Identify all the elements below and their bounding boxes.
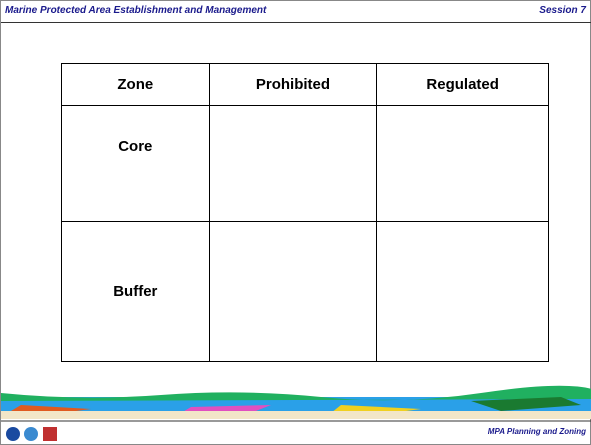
footer-text: MPA Planning and Zoning (487, 427, 586, 436)
header-rule (1, 22, 591, 23)
column-header: Prohibited (208, 63, 378, 106)
sand (1, 411, 591, 419)
zone-table: Zone Prohibited Regulated Core Buffer (61, 63, 549, 362)
logos (6, 427, 57, 441)
empty-cell (376, 105, 549, 222)
row-header: Core (61, 105, 210, 222)
column-header: Zone (61, 63, 210, 106)
empty-cell (208, 221, 378, 362)
session-label: Session 7 (539, 5, 586, 16)
empty-cell (376, 221, 549, 362)
sea-banner (1, 385, 591, 422)
seaweed (471, 397, 581, 411)
logo (43, 427, 57, 441)
logo (6, 427, 20, 441)
empty-cell (208, 105, 378, 222)
row-header: Buffer (61, 221, 210, 362)
column-header: Regulated (376, 63, 549, 106)
logo (24, 427, 38, 441)
seaweed (1, 385, 591, 401)
header-title: Marine Protected Area Establishment and … (5, 5, 267, 16)
